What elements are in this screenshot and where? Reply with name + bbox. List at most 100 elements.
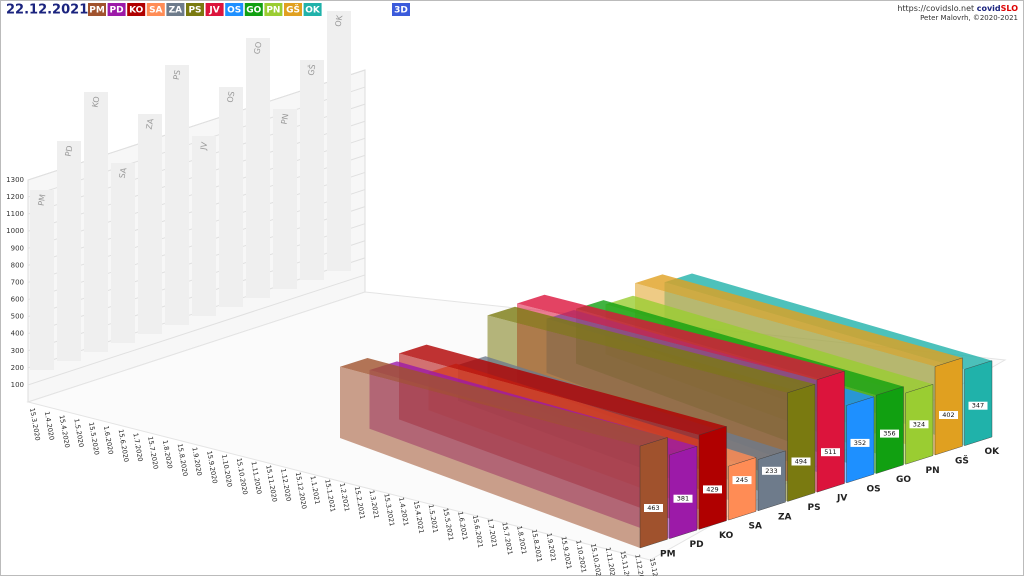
region-top bbox=[399, 344, 727, 436]
region-label: PM bbox=[660, 550, 676, 560]
region-button-label[interactable]: OK bbox=[305, 6, 321, 16]
region-button-label[interactable]: JV bbox=[208, 6, 219, 16]
region-label: KO bbox=[719, 531, 734, 541]
value-label: 245 bbox=[736, 476, 748, 484]
mode-label[interactable]: 3D bbox=[394, 6, 408, 16]
region-button-label[interactable]: KO bbox=[129, 6, 144, 16]
y-tick-label: 500 bbox=[11, 313, 24, 321]
region-button-label[interactable]: GO bbox=[246, 6, 261, 16]
wall-column bbox=[300, 60, 324, 280]
wall-label: KO bbox=[91, 96, 102, 109]
region-button[interactable] bbox=[284, 3, 302, 16]
value-label: 463 bbox=[647, 504, 659, 512]
region-button[interactable] bbox=[146, 3, 165, 16]
region-button-label[interactable]: PS bbox=[188, 6, 201, 16]
value-label: 494 bbox=[795, 458, 807, 466]
region-button-label[interactable]: PM bbox=[89, 6, 105, 16]
x-tick-label: 15.12 bbox=[648, 557, 659, 576]
value-label-bg bbox=[968, 401, 988, 410]
y-tick-label: 100 bbox=[11, 381, 24, 389]
wall-column bbox=[30, 190, 54, 370]
url-text[interactable]: https://covidslo.net bbox=[897, 4, 974, 13]
wall-column bbox=[246, 38, 270, 298]
grid-line bbox=[27, 274, 366, 386]
value-label-bg bbox=[909, 420, 929, 429]
wall-column bbox=[192, 136, 216, 316]
wall-column bbox=[111, 163, 135, 343]
wall-label: PD bbox=[64, 145, 75, 157]
y-tick-label: 1300 bbox=[6, 176, 24, 184]
region-label: PS bbox=[808, 503, 821, 513]
region-button[interactable] bbox=[127, 3, 146, 16]
y-tick-label: 1200 bbox=[6, 193, 24, 201]
wall-column bbox=[57, 141, 81, 361]
wall-label: OS bbox=[226, 91, 237, 104]
bar bbox=[698, 426, 727, 530]
region-label: GO bbox=[896, 475, 911, 485]
value-label: 429 bbox=[706, 485, 718, 493]
region-button[interactable] bbox=[244, 3, 263, 16]
region-button-label[interactable]: PN bbox=[266, 6, 280, 16]
url[interactable]: https://covidslo.net covidSLO bbox=[897, 4, 1018, 13]
value-label-bg bbox=[732, 476, 752, 485]
region-label: PN bbox=[926, 466, 940, 476]
value-label: 324 bbox=[913, 420, 925, 428]
region-button[interactable] bbox=[303, 3, 322, 16]
region-button-label[interactable]: SA bbox=[149, 6, 162, 16]
value-label-bg bbox=[850, 438, 870, 447]
bar bbox=[669, 445, 698, 539]
mode-button[interactable] bbox=[392, 3, 410, 16]
region-label: JV bbox=[836, 494, 847, 504]
brand: covid bbox=[977, 4, 1001, 13]
region-button[interactable] bbox=[225, 3, 244, 16]
bar bbox=[728, 457, 757, 521]
region-button-label[interactable]: GŠ bbox=[286, 4, 300, 16]
value-label-bg bbox=[703, 485, 722, 494]
value-label: 402 bbox=[942, 411, 954, 419]
value-label: 511 bbox=[824, 448, 836, 456]
region-button-label[interactable]: PD bbox=[110, 6, 124, 16]
region-button[interactable] bbox=[88, 3, 106, 16]
wall-label: SA bbox=[118, 166, 129, 179]
bar bbox=[639, 437, 668, 549]
date: 22.12.2021 bbox=[6, 3, 88, 18]
brand: SLO bbox=[1001, 4, 1019, 13]
wall-column bbox=[327, 11, 351, 271]
wall-column bbox=[273, 109, 297, 289]
wall-label: PM bbox=[37, 193, 48, 206]
author: Peter Malovrh, ©2020-2021 bbox=[920, 14, 1018, 22]
y-tick-label: 900 bbox=[11, 244, 24, 252]
region-top bbox=[605, 295, 933, 394]
value-label: 347 bbox=[972, 402, 984, 410]
value-label: 356 bbox=[883, 430, 895, 438]
wall-label: PN bbox=[280, 113, 291, 125]
region-label: GŠ bbox=[955, 455, 969, 467]
y-tick-label: 600 bbox=[11, 296, 24, 304]
region-button[interactable] bbox=[264, 3, 283, 16]
region-button-label[interactable]: OS bbox=[227, 6, 241, 16]
wall-label: JV bbox=[199, 141, 209, 152]
region-top bbox=[340, 357, 668, 447]
wall-label: ZA bbox=[145, 117, 156, 130]
wall-label: PS bbox=[172, 69, 183, 80]
region-button[interactable] bbox=[186, 3, 204, 16]
y-tick-label: 700 bbox=[11, 278, 24, 286]
region-label: PD bbox=[690, 540, 704, 550]
value-label: 233 bbox=[765, 467, 777, 475]
y-tick-label: 300 bbox=[11, 347, 24, 355]
wall-column bbox=[165, 65, 189, 325]
y-tick-label: 400 bbox=[11, 330, 24, 338]
region-button[interactable] bbox=[166, 3, 185, 16]
region-button[interactable] bbox=[205, 3, 224, 16]
y-tick-label: 1100 bbox=[6, 210, 24, 218]
value-label: 381 bbox=[677, 495, 689, 503]
region-top bbox=[487, 306, 815, 393]
region-label: ZA bbox=[778, 512, 792, 522]
value-label: 352 bbox=[854, 439, 866, 447]
value-label-bg bbox=[644, 504, 663, 512]
value-label-bg bbox=[762, 466, 781, 475]
region-button[interactable] bbox=[107, 3, 126, 16]
value-label-bg bbox=[939, 411, 958, 419]
value-label-bg bbox=[880, 429, 899, 438]
region-button-label[interactable]: ZA bbox=[169, 6, 183, 16]
